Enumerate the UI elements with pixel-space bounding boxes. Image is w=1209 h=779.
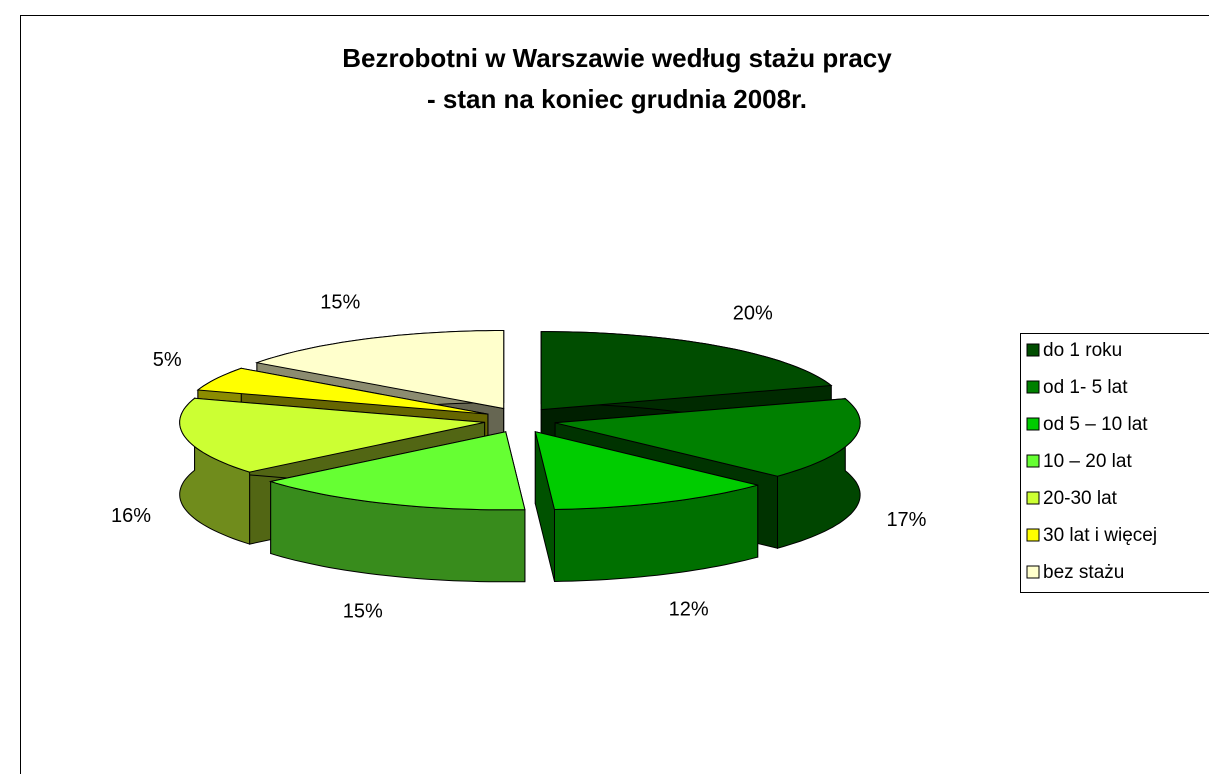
legend-swatch: [1027, 492, 1039, 504]
data-label: 12%: [669, 599, 709, 621]
legend-label: od 1- 5 lat: [1043, 377, 1128, 398]
legend-label: 20-30 lat: [1043, 488, 1118, 509]
legend-swatch: [1027, 455, 1039, 467]
legend-swatch: [1027, 529, 1039, 541]
chart-subtitle: - stan na koniec grudnia 2008r.: [427, 84, 807, 114]
data-label: 20%: [733, 302, 773, 324]
legend-swatch: [1027, 381, 1039, 393]
legend-swatch: [1027, 344, 1039, 356]
legend-label: 30 lat i więcej: [1043, 525, 1157, 546]
data-label: 16%: [111, 505, 151, 527]
data-label: 15%: [320, 292, 360, 314]
pie: 15% 20% 5% 16% 17% 12% 15%: [111, 292, 927, 623]
data-label: 17%: [886, 509, 926, 531]
legend-label: od 5 – 10 lat: [1043, 414, 1148, 435]
legend-label: bez stażu: [1043, 562, 1124, 583]
legend-label: do 1 roku: [1043, 340, 1122, 361]
data-label: 5%: [153, 349, 182, 371]
legend-swatch: [1027, 418, 1039, 430]
legend-label: 10 – 20 lat: [1043, 451, 1132, 472]
data-label: 15%: [343, 600, 383, 622]
legend-swatch: [1027, 566, 1039, 578]
chart-title: Bezrobotni w Warszawie według stażu prac…: [342, 43, 892, 73]
